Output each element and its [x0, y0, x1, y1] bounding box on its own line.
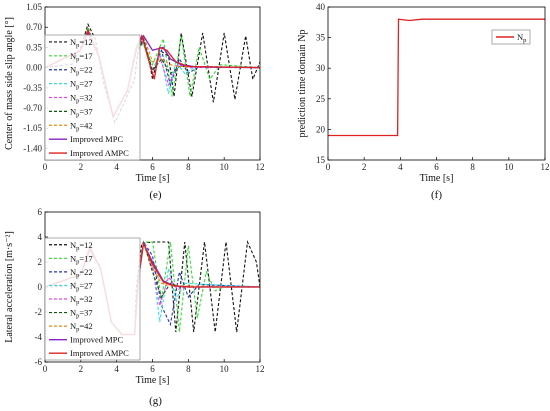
- x-axis-label: Time [s]: [136, 173, 170, 184]
- legend-entry: Np=37: [70, 308, 93, 320]
- y-axis-label: prediction time domain Np: [297, 29, 308, 137]
- x-tick-label: 2: [79, 364, 84, 374]
- chart-f: 0 2 4 6 8 10 12 15 20 25 30 35 40 Time [s] prediction …: [297, 2, 550, 201]
- legend-entry: Np=32: [70, 294, 93, 306]
- chart-e: 0 2 4 6 8 10 12 1.05 0.70 0.35 0.00 -0.35 -0.70 -1.05…: [4, 2, 265, 201]
- legend-entry: Np=12: [70, 37, 93, 49]
- y-axis-label: Lateral acceleration [m·s⁻²]: [4, 231, 15, 343]
- series-line-np=17: [45, 25, 260, 119]
- legend-entry: Np=12: [70, 240, 93, 252]
- series-line-np=42: [45, 243, 260, 336]
- y-tick-label: 0.00: [26, 63, 42, 73]
- legend-entry: Np=27: [70, 79, 93, 91]
- x-tick-label: 2: [79, 162, 84, 172]
- x-tick-label: 4: [114, 162, 119, 172]
- legend-entry: Np=32: [70, 93, 93, 105]
- x-tick-label: 0: [43, 364, 48, 374]
- legend-entry: Np=22: [70, 267, 93, 279]
- y-tick-label: 2: [38, 257, 43, 267]
- x-tick-label: 10: [220, 162, 230, 172]
- x-tick-label: 4: [398, 162, 403, 172]
- x-tick-label: 2: [362, 162, 367, 172]
- legend-entry: Np=42: [70, 321, 93, 333]
- x-axis-label: Time [s]: [136, 375, 170, 386]
- legend-entry: Improved MPC: [70, 335, 123, 345]
- x-tick-label: 8: [186, 364, 191, 374]
- legend-entry: Improved AMPC: [70, 148, 129, 158]
- y-tick-label: 6: [38, 207, 43, 217]
- x-tick-label: 8: [470, 162, 475, 172]
- y-tick-label: 15: [316, 155, 326, 165]
- legend-entry: Np=27: [70, 280, 93, 292]
- x-tick-label: 6: [150, 364, 155, 374]
- chart-g: 0 2 4 6 8 10 12 6 4 2 0 -2 -4 -6 Time [s] Lateral accel…: [4, 207, 265, 407]
- y-tick-label: -2: [35, 307, 43, 317]
- y-axis-label: Center of mass side slip angle [°]: [4, 17, 15, 150]
- y-tick-label: 20: [316, 124, 326, 134]
- y-tick-label: -1.40: [23, 143, 42, 153]
- y-tick-label: 0.35: [26, 42, 42, 52]
- x-axis-label: Time [s]: [420, 173, 454, 184]
- y-tick-label: -6: [35, 357, 43, 367]
- legend-entry: Np: [517, 32, 526, 44]
- y-tick-label: 40: [316, 2, 326, 12]
- series-line-np: [328, 18, 545, 137]
- y-tick-label: -0.35: [23, 83, 42, 93]
- y-tick-label: 4: [38, 232, 43, 242]
- x-tick-label: 6: [434, 162, 439, 172]
- legend-entry: Np=17: [70, 51, 93, 63]
- x-tick-label: 10: [220, 364, 230, 374]
- y-tick-label: 30: [316, 63, 326, 73]
- panel-label: (f): [431, 189, 442, 201]
- x-tick-label: 4: [114, 364, 119, 374]
- panel-label: (e): [149, 189, 162, 201]
- y-tick-label: 0: [38, 282, 43, 292]
- x-tick-label: 12: [256, 162, 265, 172]
- y-tick-label: 35: [316, 33, 326, 43]
- x-tick-label: 0: [43, 162, 48, 172]
- y-tick-label: -4: [35, 332, 43, 342]
- legend-entry: Np=42: [70, 120, 93, 132]
- y-tick-label: -1.05: [23, 123, 42, 133]
- series-group: [328, 18, 545, 137]
- x-tick-label: 6: [150, 162, 155, 172]
- y-tick-label: 25: [316, 94, 326, 104]
- y-tick-label: -0.70: [23, 103, 42, 113]
- legend-entry: Improved AMPC: [70, 348, 129, 358]
- panel-label: (g): [149, 395, 162, 407]
- x-tick-label: 8: [186, 162, 191, 172]
- legend-entry: Improved MPC: [70, 134, 123, 144]
- legend-entry: Np=37: [70, 106, 93, 118]
- y-tick-label: 1.05: [26, 2, 42, 12]
- legend-entry: Np=17: [70, 253, 93, 265]
- x-tick-label: 12: [541, 162, 550, 172]
- y-tick-label: 0.70: [26, 22, 42, 32]
- legend-entry: Np=22: [70, 65, 93, 77]
- x-tick-label: 12: [256, 364, 265, 374]
- legend: Np: [491, 29, 531, 45]
- x-tick-label: 10: [504, 162, 514, 172]
- x-tick-label: 0: [326, 162, 331, 172]
